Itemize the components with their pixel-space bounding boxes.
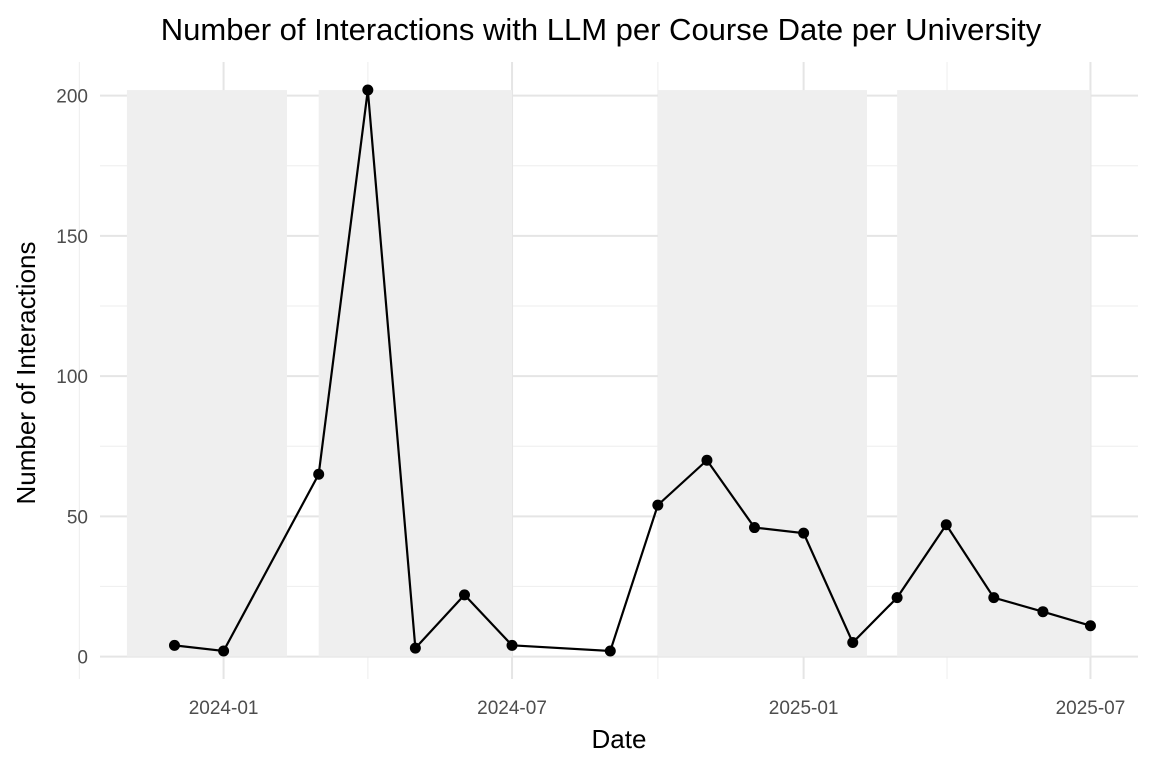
y-tick-label: 100 bbox=[56, 367, 88, 388]
data-point bbox=[506, 639, 518, 651]
x-tick-label: 2025-01 bbox=[769, 698, 839, 719]
data-point bbox=[218, 645, 230, 657]
data-point bbox=[988, 592, 1000, 604]
data-point bbox=[362, 84, 374, 96]
data-point bbox=[1084, 620, 1096, 632]
y-tick-label: 150 bbox=[56, 227, 88, 248]
data-point bbox=[748, 522, 760, 534]
shaded-period bbox=[318, 90, 513, 657]
data-point bbox=[847, 637, 859, 649]
chart-title: Number of Interactions with LLM per Cour… bbox=[161, 12, 1042, 47]
shaded-period bbox=[126, 90, 287, 657]
x-tick-label: 2024-07 bbox=[477, 698, 547, 719]
shaded-periods bbox=[126, 90, 1091, 657]
data-point bbox=[652, 499, 664, 511]
data-point bbox=[940, 519, 952, 531]
y-axis-title: Number of Interactions bbox=[11, 241, 41, 504]
y-tick-label: 50 bbox=[67, 507, 88, 528]
x-axis-ticks: 2024-01 2024-07 2025-01 2025-07 bbox=[189, 698, 1126, 719]
x-tick-label: 2024-01 bbox=[189, 698, 259, 719]
data-point bbox=[409, 642, 421, 654]
data-point bbox=[458, 589, 470, 601]
data-point bbox=[168, 639, 180, 651]
x-axis-title: Date bbox=[592, 724, 647, 754]
data-point bbox=[891, 592, 903, 604]
data-point bbox=[604, 645, 616, 657]
plot-area bbox=[78, 62, 1138, 679]
series-line bbox=[174, 89, 1091, 653]
shaded-period bbox=[897, 90, 1091, 657]
data-point bbox=[1037, 606, 1049, 618]
data-point bbox=[701, 454, 713, 466]
y-axis-ticks: 0 50 100 150 200 bbox=[56, 87, 88, 669]
data-point bbox=[798, 527, 810, 539]
shaded-period bbox=[657, 90, 868, 657]
y-tick-label: 200 bbox=[56, 87, 88, 108]
data-point bbox=[313, 468, 325, 480]
x-tick-label: 2025-07 bbox=[1056, 698, 1126, 719]
series bbox=[168, 84, 1096, 657]
y-tick-label: 0 bbox=[77, 648, 88, 669]
